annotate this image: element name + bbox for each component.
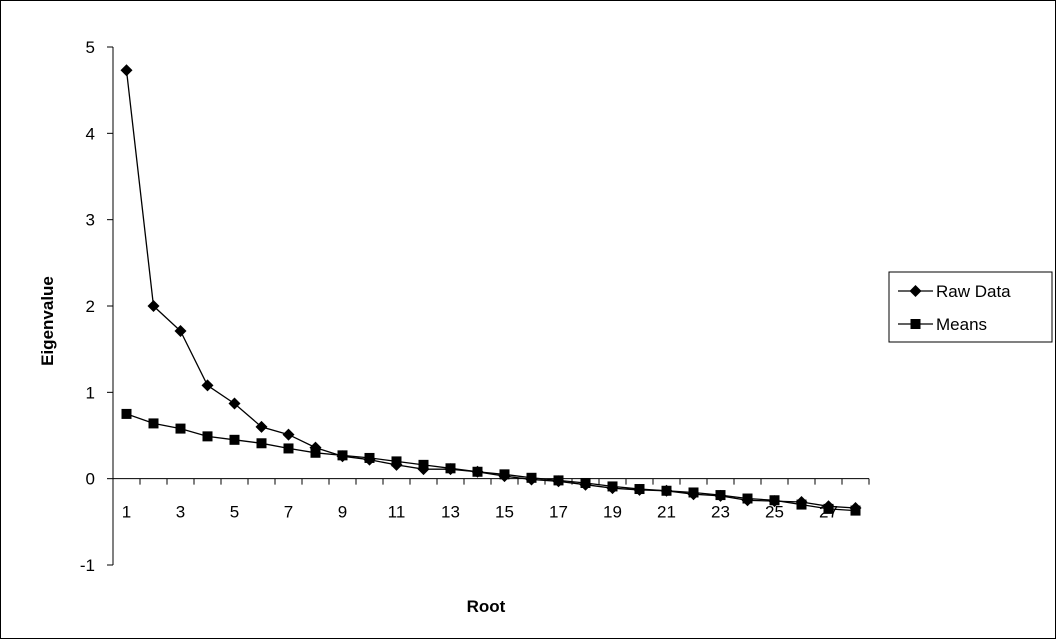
data-point-square xyxy=(283,443,294,454)
series-raw-data xyxy=(120,64,862,515)
y-axis-ticks: 5 4 3 2 1 0 -1 xyxy=(80,38,113,575)
legend-diamond-marker xyxy=(909,285,922,297)
data-point-square xyxy=(229,434,240,445)
data-point-square xyxy=(715,490,726,501)
data-point-square xyxy=(148,418,159,429)
x-tick-label: 1 xyxy=(122,503,131,522)
data-point-diamond xyxy=(201,379,214,392)
data-point-diamond xyxy=(228,397,241,410)
x-tick-label: 3 xyxy=(176,503,185,522)
data-point-diamond xyxy=(174,325,187,338)
series-layer xyxy=(120,64,862,516)
data-point-square xyxy=(796,499,807,510)
y-tick-label: -1 xyxy=(80,556,95,575)
data-point-square xyxy=(202,431,213,442)
x-tick-label: 15 xyxy=(495,503,514,522)
data-point-square xyxy=(607,481,618,492)
data-point-square xyxy=(310,447,321,458)
y-axis-title: Eigenvalue xyxy=(38,276,57,366)
x-tick-label: 17 xyxy=(549,503,568,522)
legend: Raw Data Means xyxy=(888,271,1053,343)
x-tick-label: 13 xyxy=(441,503,460,522)
data-point-square xyxy=(850,505,861,516)
data-point-square xyxy=(661,485,672,496)
legend-box xyxy=(888,271,1053,343)
y-tick-label: 4 xyxy=(86,124,95,143)
series-line-means xyxy=(126,413,856,512)
data-point-square xyxy=(688,487,699,498)
x-tick-label: 19 xyxy=(603,503,622,522)
data-point-square xyxy=(391,456,402,467)
series-means xyxy=(121,408,861,516)
y-tick-label: 5 xyxy=(86,38,95,57)
data-point-square xyxy=(580,477,591,488)
data-point-square xyxy=(553,475,564,486)
series-line-raw-data xyxy=(125,70,856,509)
data-point-square xyxy=(364,452,375,463)
x-tick-label: 5 xyxy=(230,503,239,522)
x-axis-ticks: 13579111315171921232527 xyxy=(112,478,870,522)
x-tick-label: 11 xyxy=(388,503,406,522)
data-point-square xyxy=(769,495,780,506)
y-tick-label: 2 xyxy=(86,297,95,316)
y-tick-label: 1 xyxy=(86,383,95,402)
data-point-square xyxy=(526,472,537,483)
x-tick-label: 7 xyxy=(284,503,293,522)
legend-label-means: Means xyxy=(936,315,987,334)
x-tick-label: 9 xyxy=(338,503,347,522)
legend-square-marker xyxy=(910,319,921,329)
x-tick-label: 21 xyxy=(657,503,676,522)
data-point-diamond xyxy=(147,300,160,312)
data-point-square xyxy=(418,459,429,470)
data-point-square xyxy=(121,408,132,419)
x-tick-label: 25 xyxy=(765,503,784,522)
x-axis-title: Root xyxy=(467,597,506,616)
y-tick-label: 3 xyxy=(86,211,95,230)
x-tick-label: 23 xyxy=(711,503,730,522)
data-point-square xyxy=(445,463,456,474)
data-point-square xyxy=(823,503,834,514)
data-point-square xyxy=(256,438,267,449)
data-point-square xyxy=(337,450,348,461)
data-point-diamond xyxy=(255,420,268,433)
data-point-diamond xyxy=(120,64,133,77)
data-point-square xyxy=(742,493,753,504)
data-point-diamond xyxy=(282,428,295,441)
data-point-square xyxy=(499,469,510,480)
data-point-square xyxy=(175,423,186,434)
y-tick-label: 0 xyxy=(86,470,95,489)
data-point-square xyxy=(634,484,645,495)
data-point-square xyxy=(472,466,483,477)
legend-label-raw-data: Raw Data xyxy=(936,282,1011,301)
